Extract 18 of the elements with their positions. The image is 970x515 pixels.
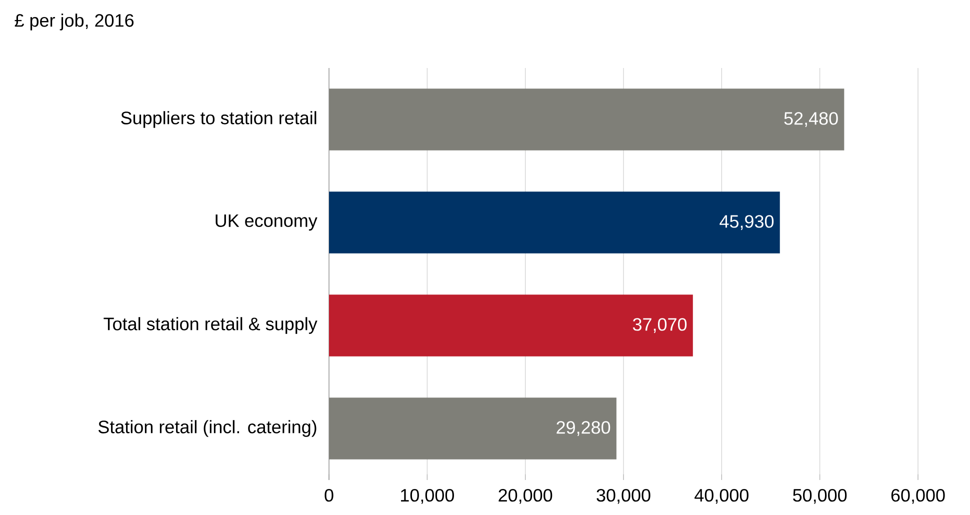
y-tick-label: UK economy: [216, 214, 318, 231]
text: £ per job, 2016: [14, 14, 134, 30]
x-tick-label: 60,000: [891, 488, 945, 504]
x-tick-label: 40,000: [694, 488, 748, 504]
x-tick-label: 30,000: [596, 488, 650, 504]
x-tick-label: 20,000: [498, 488, 552, 504]
y-tick-label: Total station retail & supply: [104, 317, 318, 334]
y-tick-label: Suppliers to station retail: [121, 111, 316, 128]
data-label: 52,480: [784, 112, 838, 127]
y-tick-label: Station retail (incl. catering): [98, 420, 316, 437]
data-label: 45,930: [720, 215, 774, 230]
x-tick-label: 0: [324, 488, 334, 502]
x-tick-label: 10,000: [401, 488, 454, 504]
x-tick-label: 50,000: [793, 488, 847, 504]
bar: [329, 294, 693, 356]
data-label: 37,070: [632, 318, 687, 333]
data-label: 29,280: [556, 421, 610, 436]
bar: [329, 192, 780, 254]
